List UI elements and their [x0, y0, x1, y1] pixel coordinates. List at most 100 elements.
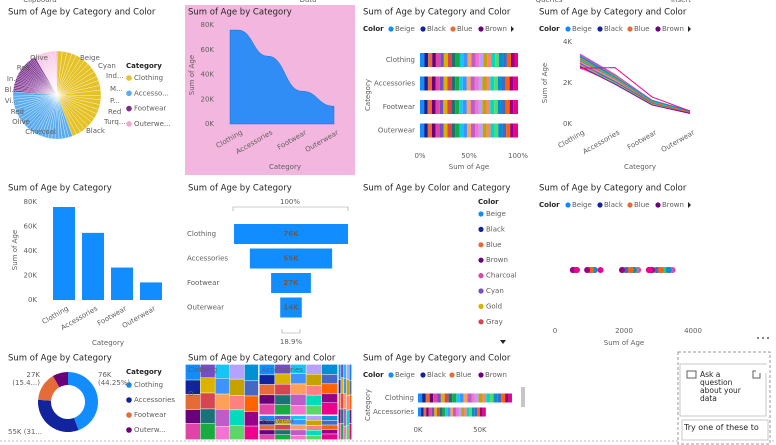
- bar-segment: [474, 407, 478, 417]
- bar-segment: [494, 76, 498, 91]
- bar-segment: [510, 53, 515, 67]
- bar-segment: [455, 100, 460, 114]
- legend-label: Beige: [572, 201, 592, 209]
- legend-swatch: [627, 202, 633, 208]
- bar-segment: [447, 407, 451, 417]
- funnel-bracket: [281, 329, 301, 334]
- qna-prompt: Ask a question about your data: [700, 370, 741, 403]
- x-tick-label: 0: [553, 327, 557, 335]
- more-dot[interactable]: [762, 337, 764, 339]
- legend-swatch: [450, 26, 456, 32]
- donut-slice: [52, 372, 68, 388]
- bar-segment: [482, 123, 487, 138]
- bar-segment: [451, 123, 456, 138]
- legend-swatch: [565, 26, 571, 32]
- bar-segment: [486, 393, 491, 403]
- bar-segment: [479, 53, 484, 67]
- slice-label: Red: [17, 64, 30, 72]
- x-axis-label: Category: [269, 163, 301, 171]
- bar-segment: [474, 100, 479, 114]
- x-axis-label: Category: [624, 163, 656, 171]
- qna-input[interactable]: [681, 419, 769, 441]
- treemap-tile: [274, 383, 291, 396]
- legend-title: Category: [126, 368, 162, 376]
- visual-title: Sum of Age by Category: [188, 8, 292, 18]
- slice-label: Red: [108, 108, 121, 116]
- bar-segment: [497, 76, 502, 91]
- bar-segment: [464, 407, 467, 417]
- bar-segment: [509, 76, 514, 91]
- more-dot[interactable]: [757, 337, 759, 339]
- funnel-value-label: 76K: [283, 230, 299, 238]
- treemap-tile: [346, 409, 350, 427]
- bar-segment: [435, 53, 441, 67]
- bar-segment: [503, 53, 507, 67]
- x-tick-label: Footwear: [626, 128, 658, 151]
- bar-segment: [513, 100, 518, 114]
- bar-segment: [478, 100, 483, 114]
- legend-swatch: [126, 412, 132, 418]
- treemap-tile: [274, 434, 291, 441]
- treemap-tile: [321, 415, 339, 421]
- legend-label: Outerw...: [134, 426, 166, 434]
- bar-segment: [420, 76, 425, 91]
- qna-card[interactable]: [679, 363, 767, 417]
- x-tick-label: 50%: [461, 152, 477, 160]
- legend-arrow[interactable]: [688, 202, 691, 208]
- bar-segment: [431, 76, 436, 91]
- scrollbar[interactable]: [521, 387, 525, 407]
- more-dot[interactable]: [767, 337, 769, 339]
- treemap-tile: [290, 424, 307, 431]
- bar-segment: [455, 407, 459, 417]
- legend-swatch: [126, 427, 132, 433]
- donut-slice: [38, 399, 79, 432]
- bar-segment: [435, 100, 440, 114]
- legend-swatch: [126, 105, 132, 112]
- bar-segment: [439, 100, 444, 114]
- bar-segment: [482, 100, 487, 114]
- line: [579, 65, 691, 114]
- y-axis-label: Sum of Age: [11, 230, 19, 270]
- slice-label: Ind...: [106, 72, 124, 80]
- bar-segment: [506, 53, 511, 67]
- visual-title: Sum of Age by Category and Color: [8, 8, 156, 18]
- legend-swatch: [627, 26, 633, 32]
- bar-segment: [459, 123, 464, 138]
- bar-segment: [432, 53, 436, 67]
- bar-segment: [493, 393, 498, 403]
- treemap-tile: [305, 435, 322, 441]
- bar-segment: [494, 123, 499, 138]
- legend-arrow[interactable]: [688, 26, 691, 32]
- x-tick-label: 0%: [414, 152, 425, 160]
- bar-segment: [424, 123, 428, 138]
- bar-segment: [434, 407, 438, 417]
- bar-segment: [443, 123, 448, 138]
- bar-segment: [424, 76, 428, 91]
- legend-swatch: [420, 372, 426, 378]
- treemap-tile: [244, 395, 260, 412]
- y-tick-label: 20K: [201, 95, 215, 103]
- legend-swatch: [126, 90, 132, 97]
- bar-segment: [427, 123, 432, 138]
- bar-segment: [435, 76, 440, 91]
- legend-swatch: [478, 273, 484, 279]
- bar-segment: [497, 100, 503, 114]
- bar-segment: [451, 53, 456, 67]
- bar-segment: [445, 407, 448, 417]
- donut-label: 55K (31...: [8, 428, 43, 436]
- slice-label: P...: [110, 97, 120, 105]
- slice-label: Charcoal: [25, 128, 56, 136]
- legend-label: Gray: [486, 318, 503, 326]
- treemap-tile: [274, 404, 291, 416]
- legend-swatch: [388, 26, 394, 32]
- legend-arrow[interactable]: [511, 26, 514, 32]
- legend-swatch: [655, 202, 661, 208]
- bar-segment: [471, 407, 475, 417]
- legend-scroll[interactable]: [500, 340, 506, 344]
- x-tick-label: 0K: [413, 426, 422, 434]
- bar-segment: [455, 123, 460, 138]
- legend-swatch: [449, 372, 455, 378]
- legend-swatch: [388, 372, 394, 378]
- legend-swatch: [597, 202, 603, 208]
- legend-label: Black: [427, 371, 447, 379]
